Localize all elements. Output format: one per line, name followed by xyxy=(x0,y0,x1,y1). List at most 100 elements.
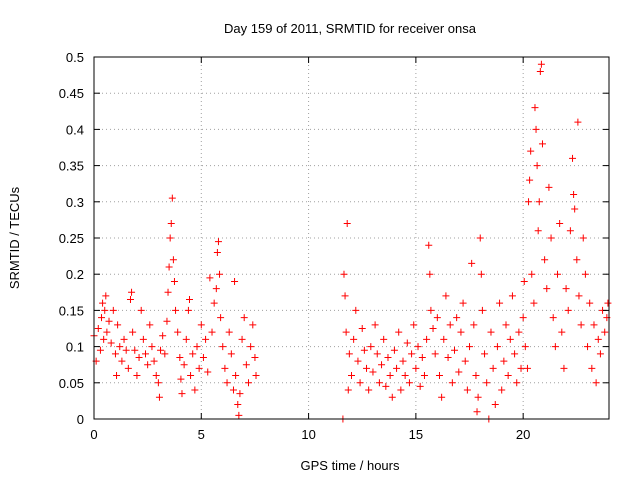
data-point xyxy=(169,256,177,264)
data-point xyxy=(199,353,207,361)
data-point xyxy=(182,335,190,343)
data-point xyxy=(365,386,373,394)
data-point xyxy=(463,386,471,394)
data-point xyxy=(139,335,147,343)
data-point xyxy=(438,393,446,401)
data-point xyxy=(116,343,124,351)
data-point xyxy=(375,379,383,387)
data-point xyxy=(340,270,348,278)
data-point xyxy=(405,379,413,387)
data-point xyxy=(493,343,501,351)
data-point xyxy=(446,321,454,329)
data-point xyxy=(168,194,176,202)
data-point xyxy=(360,346,368,354)
data-point xyxy=(513,379,521,387)
data-point xyxy=(427,306,435,314)
data-point xyxy=(232,372,240,380)
data-point xyxy=(506,335,514,343)
data-point xyxy=(174,328,182,336)
data-point xyxy=(202,335,210,343)
data-point xyxy=(403,339,411,347)
data-point xyxy=(511,350,519,358)
data-point xyxy=(472,372,480,380)
data-point xyxy=(129,328,137,336)
data-point xyxy=(388,393,396,401)
y-tick-label: 0.45 xyxy=(59,86,84,101)
y-tick-label: 0.4 xyxy=(66,122,84,137)
data-point xyxy=(517,364,525,372)
data-point xyxy=(172,306,180,314)
data-point xyxy=(234,401,242,409)
data-point xyxy=(538,140,546,148)
data-point xyxy=(592,379,600,387)
data-point xyxy=(369,368,377,376)
data-point xyxy=(474,393,482,401)
data-point xyxy=(167,220,175,228)
axes: 0 5 10 15 20 0 0.05 0.1 0.15 0.2 0.25 0.3 0.35 0.4 0.4… xyxy=(59,50,609,442)
data-point xyxy=(596,350,604,358)
data-point xyxy=(114,321,122,329)
data-point xyxy=(543,285,551,293)
data-point xyxy=(238,335,246,343)
data-point xyxy=(536,67,544,75)
data-point xyxy=(212,285,220,293)
data-point xyxy=(537,60,545,68)
y-tick-label: 0.1 xyxy=(66,340,84,355)
data-point xyxy=(420,372,428,380)
data-point xyxy=(245,379,252,387)
data-point xyxy=(442,292,450,300)
data-point xyxy=(487,328,495,336)
data-point xyxy=(408,350,416,358)
data-point xyxy=(103,328,111,336)
data-point xyxy=(178,390,186,398)
data-point xyxy=(135,353,143,361)
data-point xyxy=(448,379,456,387)
data-point xyxy=(113,372,121,380)
data-point xyxy=(227,350,235,358)
grid-lines xyxy=(94,57,609,419)
data-point xyxy=(498,386,506,394)
data-point xyxy=(431,350,439,358)
data-point xyxy=(569,154,577,162)
data-point xyxy=(131,346,139,354)
data-point xyxy=(594,335,602,343)
data-point xyxy=(231,277,239,285)
data-point xyxy=(150,357,158,365)
data-point xyxy=(481,350,489,358)
data-point xyxy=(433,314,441,322)
data-point xyxy=(185,296,193,304)
data-point xyxy=(176,353,184,361)
data-point xyxy=(96,346,104,354)
data-point xyxy=(221,364,229,372)
data-point xyxy=(604,299,612,307)
data-point xyxy=(378,361,386,369)
data-point xyxy=(252,372,260,380)
data-point xyxy=(166,234,174,242)
data-point xyxy=(249,321,257,329)
data-point xyxy=(118,357,126,365)
data-point xyxy=(483,379,491,387)
data-point xyxy=(590,321,598,329)
data-point xyxy=(352,306,360,314)
data-point xyxy=(566,227,574,235)
data-point xyxy=(416,382,424,390)
data-point xyxy=(523,364,531,372)
data-point xyxy=(208,328,216,336)
data-point xyxy=(210,299,218,307)
data-point xyxy=(393,364,401,372)
data-point xyxy=(225,328,233,336)
data-point xyxy=(155,393,163,401)
data-point xyxy=(500,357,508,365)
data-point xyxy=(367,343,375,351)
y-tick-label: 0.35 xyxy=(59,159,84,174)
data-point xyxy=(579,234,587,242)
data-point xyxy=(386,372,394,380)
data-point xyxy=(133,372,141,380)
data-point xyxy=(142,350,149,358)
data-point xyxy=(363,364,371,372)
data-point xyxy=(380,335,388,343)
x-tick-label: 5 xyxy=(198,427,205,442)
data-points xyxy=(90,60,612,423)
data-point xyxy=(466,343,474,351)
